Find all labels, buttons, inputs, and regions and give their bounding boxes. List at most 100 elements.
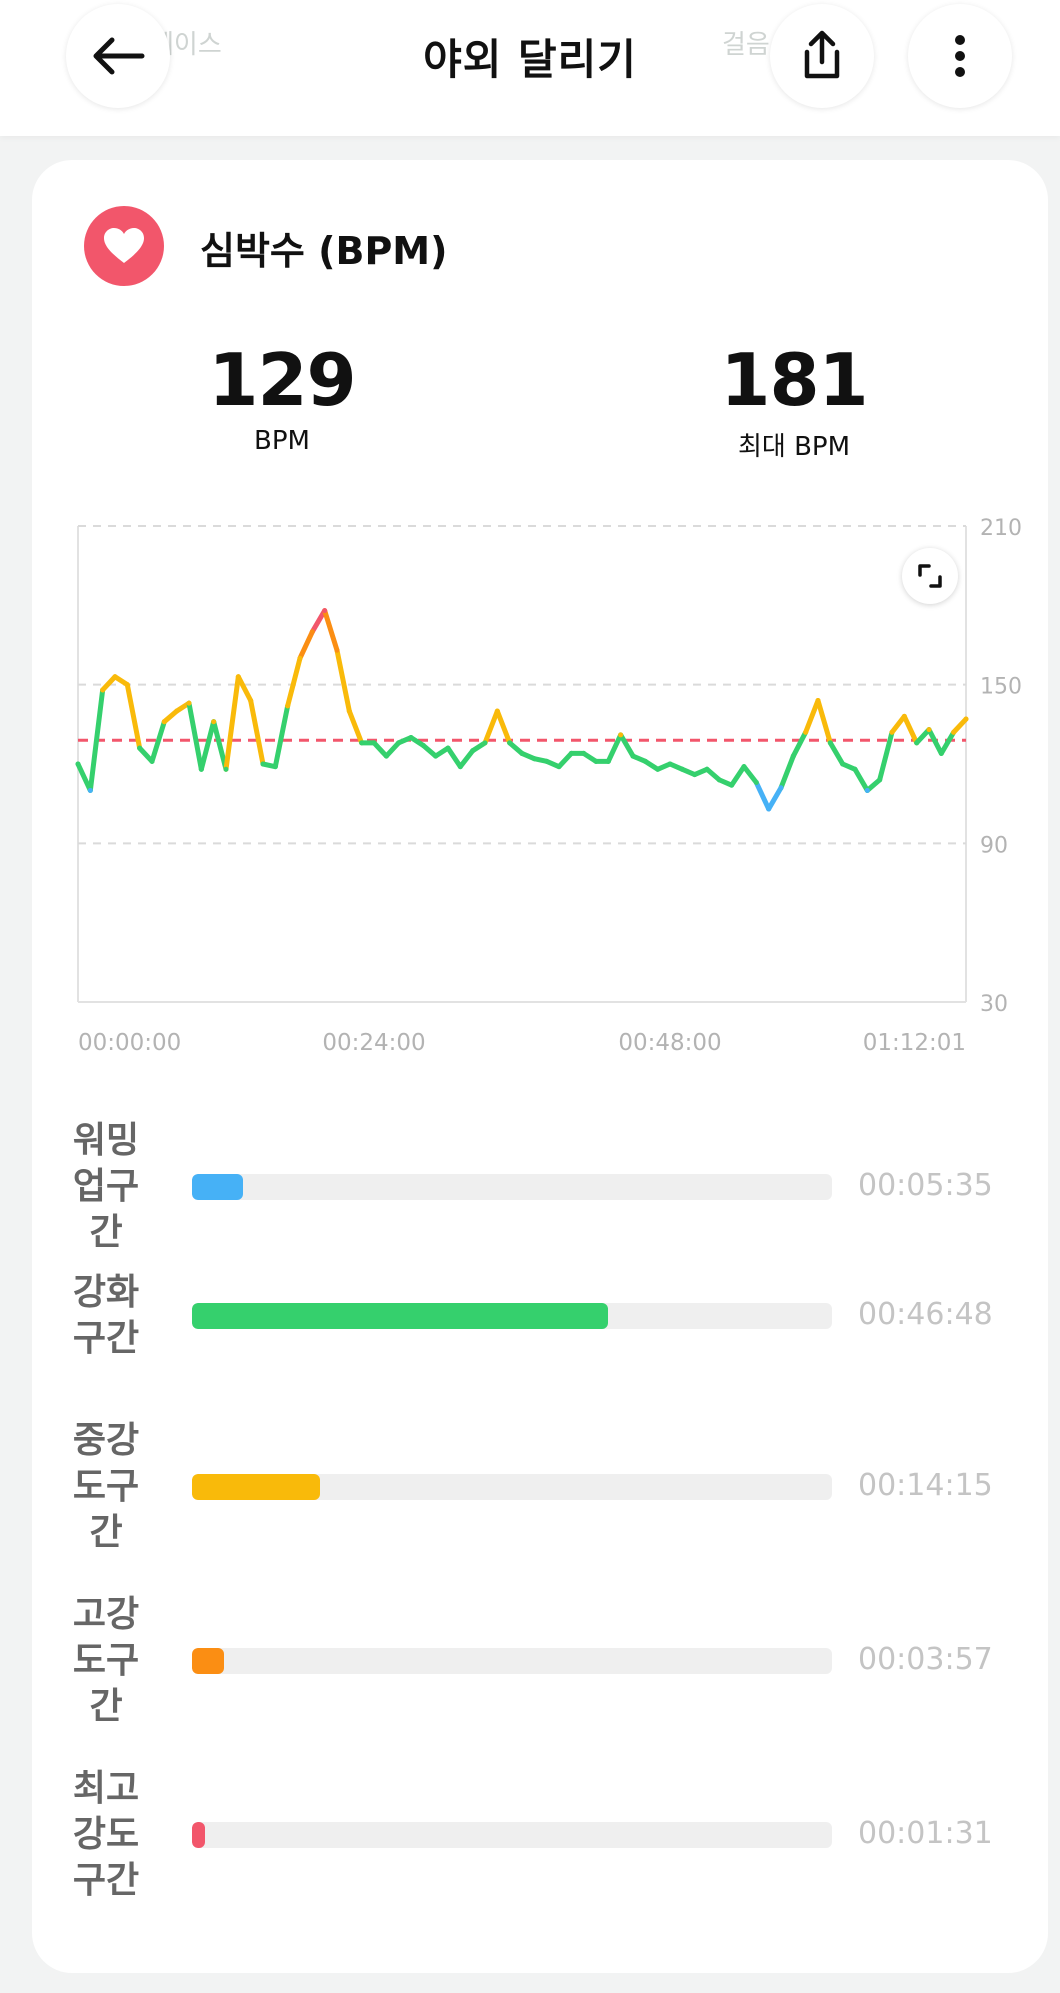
heart-rate-point — [951, 729, 957, 735]
heart-rate-line-segment — [914, 727, 932, 746]
zone-time: 00:14:15 — [858, 1468, 993, 1503]
card-title: 심박수 (BPM) — [200, 229, 448, 273]
heart-rate-point — [457, 764, 463, 770]
heart-rate-line-segment — [951, 716, 969, 735]
heart-rate-line-segment — [938, 729, 957, 756]
heart-rate-point — [963, 716, 969, 722]
heart-rate-point — [470, 748, 476, 754]
heart-rate-line-segment — [556, 750, 574, 770]
more-options-button[interactable] — [908, 4, 1012, 108]
heart-rate-point — [778, 785, 784, 791]
zone-row: 최고강도구간 00:01:31 — [32, 1766, 1048, 1904]
heart-rate-line-segment — [852, 766, 870, 793]
share-button[interactable] — [770, 4, 874, 108]
zone-time: 00:46:48 — [858, 1297, 993, 1332]
zone-time: 00:01:31 — [858, 1816, 993, 1851]
heart-rate-point — [211, 719, 217, 725]
zone-row: 중강도구간 00:14:15 — [32, 1418, 1048, 1556]
heart-rate-point — [544, 758, 550, 764]
heart-rate-point — [297, 655, 303, 661]
heart-rate-point — [827, 740, 833, 746]
heart-rate-point — [124, 682, 130, 688]
heart-rate-line-segment — [729, 764, 747, 788]
heart-rate-point — [383, 753, 389, 759]
zone-label: 중강도구간 — [72, 1420, 140, 1553]
heart-rate-point — [741, 764, 747, 770]
heart-rate-point — [753, 780, 759, 786]
zone-bar-fill — [192, 1474, 320, 1500]
heart-rate-line-segment — [297, 629, 315, 661]
heart-rate-point — [408, 735, 414, 741]
heart-rate-point — [815, 698, 821, 704]
heart-rate-line-segment — [211, 719, 229, 772]
heart-rate-line-segment — [864, 777, 883, 793]
heart-rate-line-segment — [877, 729, 895, 783]
zone-bar-track — [192, 1474, 832, 1500]
y-tick-label: 210 — [980, 516, 1022, 541]
zone-bar-track — [192, 1822, 832, 1848]
heart-rate-point — [790, 753, 796, 759]
heart-rate-point — [248, 698, 254, 704]
heart-rate-line-segment — [75, 761, 93, 793]
heart-rate-point — [618, 732, 624, 738]
heart-rate-point — [161, 719, 167, 725]
heart-rate-point — [655, 766, 661, 772]
ghost-header-text-right: 걸음 — [722, 30, 770, 60]
max-bpm-value: 181 — [720, 338, 868, 422]
y-tick-label: 90 — [980, 833, 1008, 858]
heart-rate-point — [840, 761, 846, 767]
heart-rate-point — [482, 740, 488, 746]
zone-bar-fill — [192, 1174, 244, 1200]
heart-rate-point — [494, 708, 500, 714]
heart-rate-point — [346, 708, 352, 714]
heart-rate-point — [309, 629, 315, 635]
heart-rate-point — [556, 764, 562, 770]
heart-rate-point — [137, 745, 143, 751]
max-bpm-stat: 181 최대 BPM — [674, 340, 914, 463]
heart-rate-point — [938, 750, 944, 756]
heart-rate-point — [531, 756, 537, 762]
x-tick-label: 01:12:01 — [863, 1030, 966, 1056]
heart-rate-line-segment — [445, 745, 463, 770]
heart-rate-line-segment — [198, 719, 217, 772]
heart-rate-line-segment — [457, 748, 476, 770]
zone-row: 강화구간 00:46:48 — [32, 1270, 1048, 1362]
zone-bar-fill — [192, 1303, 608, 1329]
zone-row: 워밍업구간 00:05:35 — [32, 1118, 1048, 1256]
heart-rate-point — [519, 750, 525, 756]
heart-rate-point — [704, 766, 710, 772]
y-tick-label: 150 — [980, 675, 1022, 700]
heart-rate-line-segment — [100, 674, 118, 693]
expand-icon — [918, 564, 942, 588]
zone-label: 고강도구간 — [72, 1594, 140, 1727]
back-button[interactable] — [66, 4, 170, 108]
heart-rate-point — [889, 729, 895, 735]
heart-rate-point — [864, 787, 870, 793]
heart-rate-line-segment — [926, 727, 944, 756]
heart-rate-point — [852, 766, 858, 772]
heart-rate-point — [433, 753, 439, 759]
expand-chart-button[interactable] — [902, 548, 958, 604]
zone-label: 강화구간 — [72, 1272, 140, 1359]
heart-rate-line-segment — [334, 647, 352, 714]
heart-rate-point — [396, 740, 402, 746]
x-tick-label: 00:00:00 — [78, 1030, 181, 1056]
heart-rate-point — [75, 761, 81, 767]
heart-rate-line-segment — [137, 745, 155, 764]
heart-rate-point — [667, 761, 673, 767]
heart-icon — [104, 228, 144, 263]
zone-label: 최고강도구간 — [72, 1768, 140, 1901]
heart-rate-point — [260, 761, 266, 767]
heart-rate-point — [223, 766, 229, 772]
heart-rate-line-segment — [704, 766, 722, 783]
heart-rate-line-segment — [766, 785, 784, 812]
heart-rate-point — [568, 750, 574, 756]
x-tick-label: 00:48:00 — [618, 1030, 721, 1056]
heart-rate-line-segment — [507, 740, 525, 756]
heart-rate-line-segment — [605, 732, 624, 764]
heart-rate-chart: 210 150 90 30 00:00:00 00:24:00 00:48:00 01:12:… — [75, 516, 1022, 1056]
heart-rate-line-segment — [371, 740, 389, 759]
heart-rate-line-segment — [753, 780, 772, 812]
heart-rate-point — [420, 742, 426, 748]
heart-rate-line-segment — [149, 719, 167, 764]
